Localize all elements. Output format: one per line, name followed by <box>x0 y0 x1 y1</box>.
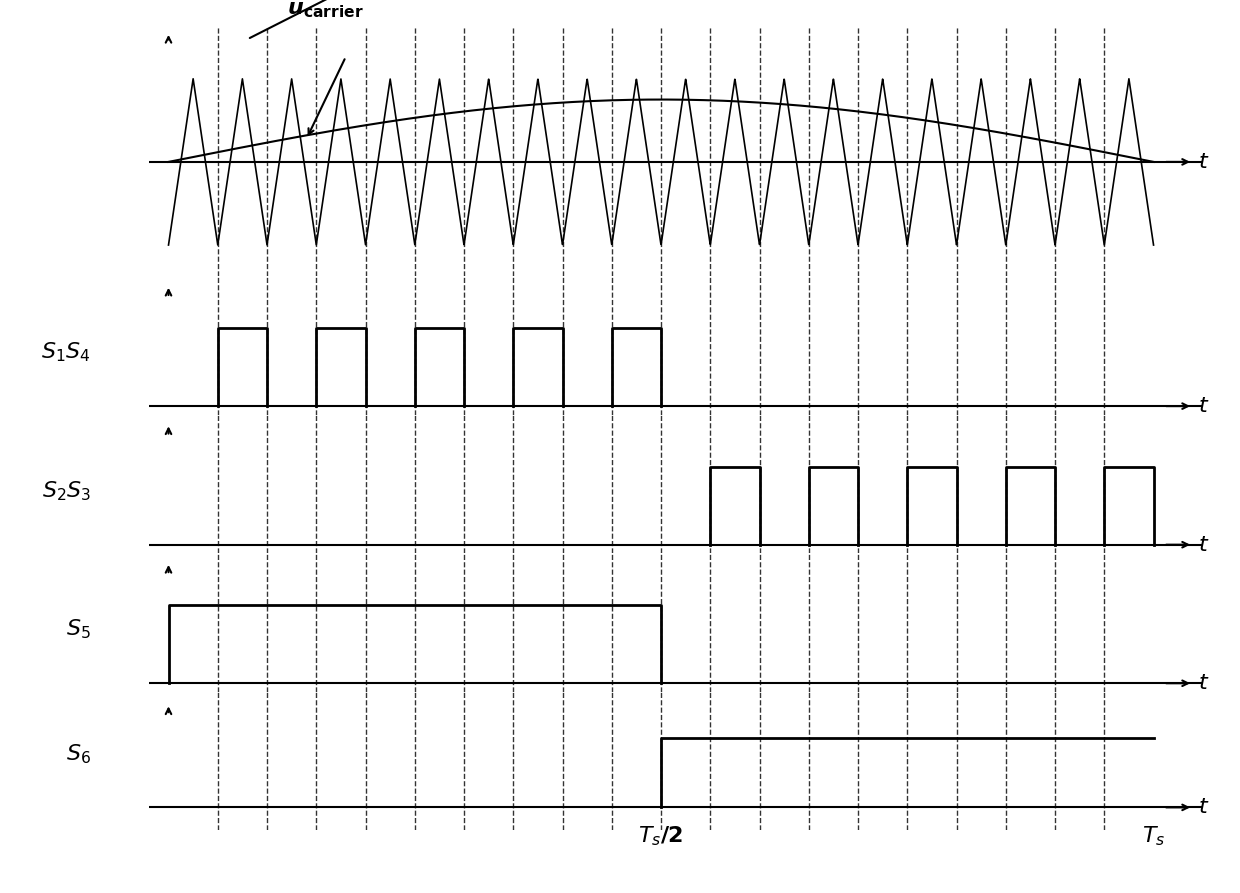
Text: $\boldsymbol{T_s/2}$: $\boldsymbol{T_s/2}$ <box>639 824 683 848</box>
Text: $t$: $t$ <box>1198 396 1209 416</box>
Text: $\boldsymbol{T_s}$: $\boldsymbol{T_s}$ <box>1142 824 1166 848</box>
Text: $\boldsymbol{u}_{\mathbf{carrier}}$: $\boldsymbol{u}_{\mathbf{carrier}}$ <box>286 0 363 20</box>
Text: $t$: $t$ <box>1198 673 1209 693</box>
Text: $\boldsymbol{S_1S_4}$: $\boldsymbol{S_1S_4}$ <box>41 340 91 364</box>
Text: $t$: $t$ <box>1198 797 1209 817</box>
Text: $t$: $t$ <box>1198 535 1209 555</box>
Text: $\boldsymbol{u}_{\mathbf{control}}$: $\boldsymbol{u}_{\mathbf{control}}$ <box>976 324 1055 344</box>
Text: $\boldsymbol{S_6}$: $\boldsymbol{S_6}$ <box>66 742 91 766</box>
Text: $\boldsymbol{S_2S_3}$: $\boldsymbol{S_2S_3}$ <box>42 480 91 503</box>
Text: $t$: $t$ <box>1198 152 1209 171</box>
Text: $\boldsymbol{S_5}$: $\boldsymbol{S_5}$ <box>66 618 91 641</box>
